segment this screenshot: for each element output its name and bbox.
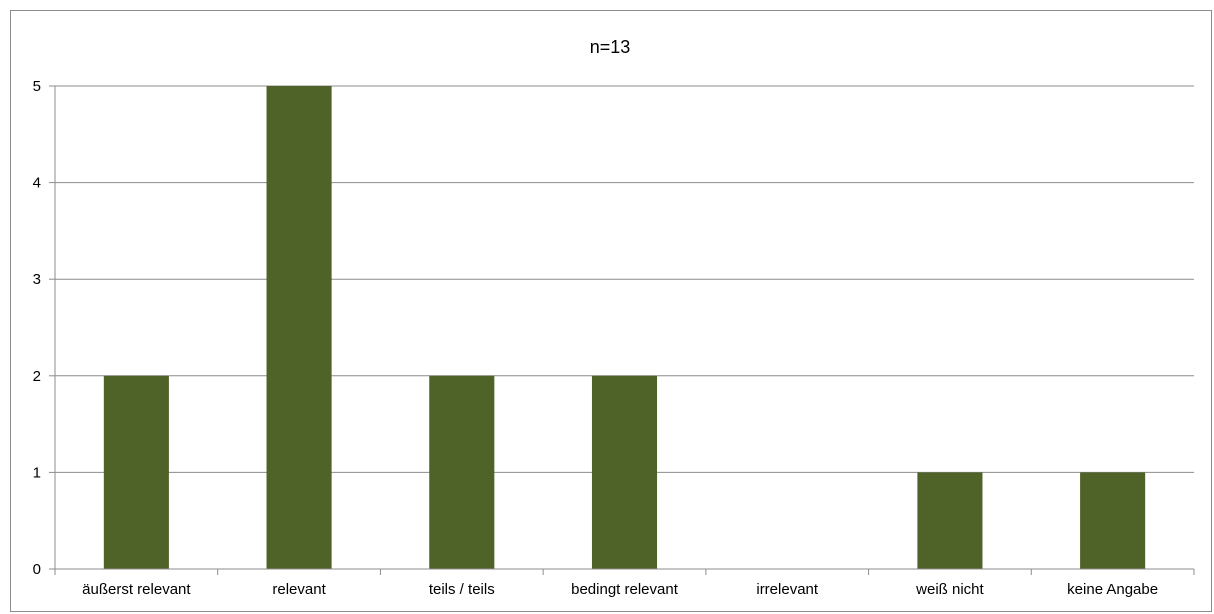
category-label: keine Angabe xyxy=(1067,581,1158,598)
y-tick-labels: 0 1 2 3 4 5 xyxy=(33,78,41,578)
bar-2 xyxy=(266,86,332,569)
bar-4 xyxy=(591,375,658,569)
y-tick-label: 5 xyxy=(33,78,41,95)
category-labels: äußerst relevant relevant teils / teils bed… xyxy=(82,581,1158,598)
y-tick-label: 0 xyxy=(33,561,41,578)
category-label: irrelevant xyxy=(756,581,819,598)
y-tick-label: 1 xyxy=(33,464,41,481)
category-label: teils / teils xyxy=(429,581,495,598)
y-tick-label: 3 xyxy=(33,271,41,288)
bar-3 xyxy=(429,375,495,569)
bar-7 xyxy=(1080,472,1146,569)
chart-title: n=13 xyxy=(590,37,631,57)
bar-6 xyxy=(917,472,983,569)
category-label: weiß nicht xyxy=(915,581,984,598)
axes xyxy=(49,85,1195,575)
y-tick-label: 4 xyxy=(33,175,41,192)
category-label: bedingt relevant xyxy=(571,581,679,598)
bars xyxy=(103,86,1146,569)
category-label: relevant xyxy=(272,581,326,598)
category-label: äußerst relevant xyxy=(82,581,191,598)
bar-1 xyxy=(103,375,169,569)
y-tick-label: 2 xyxy=(33,368,41,385)
